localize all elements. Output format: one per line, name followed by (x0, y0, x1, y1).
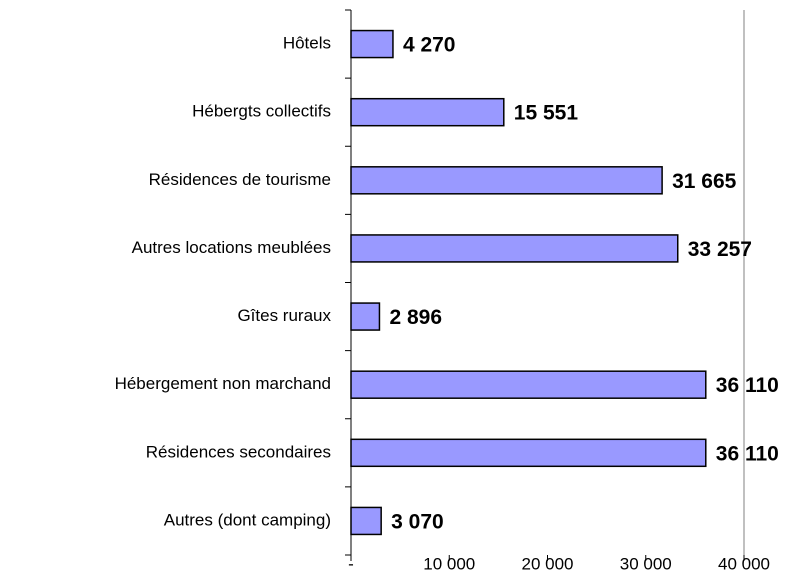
value-label: 31 665 (672, 170, 737, 193)
x-tick-label: - (348, 554, 354, 570)
x-tick-label: 20 000 (522, 554, 574, 570)
y-tick-label: Autres (dont camping) (164, 510, 331, 529)
value-label: 3 070 (391, 510, 444, 533)
value-label: 36 110 (716, 374, 779, 397)
bar (350, 438, 707, 468)
y-tick-label: Hébergement non marchand (115, 374, 331, 393)
value-label: 4 270 (403, 34, 456, 57)
y-tick-label: Gîtes ruraux (237, 306, 331, 325)
x-tick-label: 40 000 (718, 554, 770, 570)
value-label: 33 257 (688, 238, 752, 261)
bar (350, 234, 679, 263)
bar (350, 29, 394, 59)
bar (350, 166, 663, 195)
y-tick-label: Résidences secondaires (146, 442, 331, 461)
x-tick-label: 30 000 (620, 554, 672, 570)
value-label: 36 110 (716, 442, 779, 465)
y-tick-label: Autres locations meublées (132, 238, 331, 257)
value-label: 2 896 (389, 306, 442, 329)
y-tick-label: Hébergts collectifs (192, 102, 331, 121)
bar (350, 370, 707, 399)
bar (350, 506, 382, 536)
bar (350, 302, 381, 331)
value-label: 15 551 (514, 102, 579, 125)
bar (350, 97, 505, 127)
x-tick-label: 10 000 (423, 554, 475, 570)
y-tick-label: Hôtels (283, 34, 331, 53)
y-tick-label: Résidences de tourisme (149, 170, 331, 189)
